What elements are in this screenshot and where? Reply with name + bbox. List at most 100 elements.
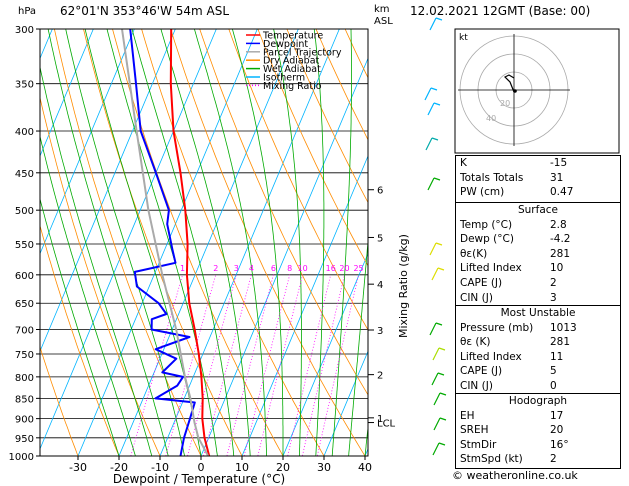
wind-barb: [435, 322, 443, 326]
km-tick-label: 2: [377, 371, 383, 382]
hodograph-frame: [454, 28, 620, 154]
wind-barb: [439, 392, 447, 396]
pressure-tick-label: 1000: [9, 452, 34, 463]
wet-adiabat-line: [232, 29, 284, 456]
km-tick-label: 5: [377, 233, 383, 244]
temperature-tick-label: 40: [358, 461, 372, 474]
dry-adiabat-line: [141, 29, 325, 456]
legend-entry: Isotherm: [263, 73, 305, 84]
mixing-ratio-label: 6: [271, 264, 276, 273]
wind-barb: [430, 87, 438, 91]
temperature-tick-label: 30: [317, 461, 331, 474]
wind-barb: [439, 417, 447, 421]
hodograph-value: 16°: [550, 438, 569, 451]
unstable-value: 1013: [550, 321, 577, 334]
wind-barb: [433, 177, 441, 181]
hodograph-row: SREH 20: [456, 423, 620, 438]
k-value: -15: [550, 157, 568, 169]
isotherm-line: [0, 29, 11, 456]
unstable-label: CAPE (J): [460, 365, 503, 378]
mixing-ratio-line: [287, 274, 332, 456]
surface-label: CAPE (J): [460, 276, 503, 289]
mixing-ratio-label: 8: [287, 264, 292, 273]
wind-barb: [433, 102, 441, 106]
km-tick-label: LCL: [377, 419, 396, 430]
isotherm-line: [40, 29, 94, 158]
totals-value: 31: [550, 171, 564, 184]
surface-panel: Surface Temp (°C) 2.8 Dewp (°C) -4.2 θε(K) 28…: [455, 202, 621, 308]
surface-label: θε(K): [460, 247, 488, 260]
wind-barb: [438, 442, 446, 446]
stats-panel: K -15 Totals Totals 31 PW (cm) 0.47: [455, 155, 621, 203]
pressure-tick-label: 950: [15, 434, 34, 445]
unstable-value: 11: [550, 350, 564, 363]
unstable-label: CIN (J): [460, 379, 493, 392]
unstable-row: CAPE (J) 5: [456, 364, 620, 379]
hodograph-value: 20: [550, 424, 564, 437]
pressure-tick-label: 850: [15, 394, 34, 405]
hodograph-value: 17: [550, 409, 564, 422]
mixing-ratio-label: 16: [326, 264, 336, 273]
pressure-tick-label: 650: [15, 299, 34, 310]
surface-label: Dewp (°C): [460, 233, 514, 246]
temperature-tick-label: -20: [110, 461, 128, 474]
mixing-ratio-label: 1: [180, 264, 185, 273]
km-tick-label: 6: [377, 186, 383, 197]
surface-row: Lifted Index 10: [456, 261, 620, 276]
wet-adiabat-line: [40, 65, 153, 456]
hodograph-row: EH 17: [456, 409, 620, 424]
pressure-tick-label: 500: [15, 206, 34, 217]
hpa-label: hPa: [18, 6, 37, 17]
parcel-trajectory-line: [121, 29, 210, 456]
surface-value: 3: [550, 291, 557, 304]
km-tick-label: 4: [377, 280, 383, 291]
pw-value: 0.47: [550, 186, 574, 199]
wind-barb: [429, 322, 437, 336]
wind-barb: [424, 87, 432, 101]
wind-barb: [435, 17, 443, 21]
dry-adiabat-line: [40, 224, 120, 456]
wet-adiabat-line: [131, 29, 235, 456]
legend-entry: Parcel Trajectory: [263, 47, 342, 58]
temperature-line: [169, 29, 211, 456]
unstable-row: Pressure (mb) 1013: [456, 321, 620, 336]
surface-row: CIN (J) 3: [456, 291, 620, 306]
temperature-tick-label: 20: [276, 461, 290, 474]
legend-entry: Dry Adiabat: [263, 56, 320, 67]
isotherm-line: [77, 29, 258, 456]
pressure-tick-label: 900: [15, 415, 34, 426]
wind-barb: [438, 347, 446, 351]
unstable-panel: Most Unstable Pressure (mb) 1013 θε (K) 281…: [455, 305, 621, 395]
unstable-label: Pressure (mb): [460, 321, 534, 334]
dry-adiabat-line: [83, 29, 243, 456]
mixing-ratio-label: 3: [234, 264, 239, 273]
mixing-ratio-line: [257, 274, 303, 456]
wind-barb: [437, 372, 445, 376]
mixing-ratio-line: [301, 274, 345, 456]
asl-label: ASL: [374, 16, 393, 27]
hodograph-value: 2: [550, 453, 557, 466]
wind-barb: [429, 242, 437, 256]
dewpoint-line: [129, 29, 196, 456]
surface-label: Temp (°C): [460, 218, 513, 231]
isotherm-line: [323, 350, 368, 456]
dry-adiabat-line: [170, 29, 366, 456]
legend-entry: Temperature: [262, 31, 323, 42]
pw-label: PW (cm): [460, 186, 505, 199]
wet-adiabat-line: [273, 29, 302, 456]
hodograph-row: StmDir 16°: [456, 438, 620, 453]
mixing-ratio-line: [187, 274, 237, 456]
isotherm-line: [241, 154, 368, 456]
hodograph-label: StmDir: [460, 438, 497, 451]
surface-row: CAPE (J) 2: [456, 276, 620, 291]
wind-barb: [433, 392, 441, 406]
dry-adiabat-line: [112, 29, 284, 456]
isotherm-line: [40, 29, 217, 450]
legend-entry: Wet Adiabat: [263, 64, 321, 75]
hodograph-ring-label: 40: [486, 114, 496, 123]
surface-row: θε(K) 281: [456, 247, 620, 262]
hodograph-label: StmSpd (kt): [460, 453, 523, 466]
mixing-ratio-line: [226, 274, 274, 456]
dry-adiabat-line: [40, 345, 79, 456]
dry-adiabat-line: [257, 29, 368, 267]
